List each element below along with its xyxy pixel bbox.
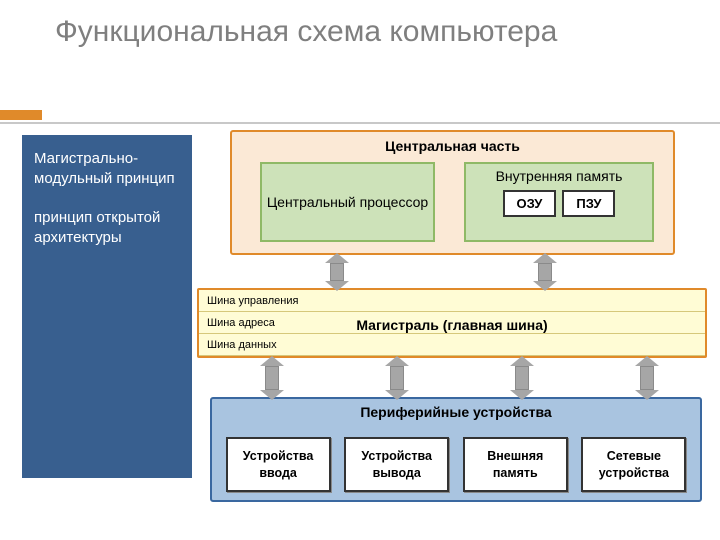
double-arrow-icon [635, 356, 659, 400]
double-arrow-icon [533, 253, 557, 291]
side-text-1: Магистрально-модульный принцип [34, 149, 180, 190]
double-arrow-icon [385, 356, 409, 400]
double-arrow-icon [325, 253, 349, 291]
periph-input: Устройства ввода [226, 437, 331, 492]
peripherals-title: Периферийные устройства [212, 399, 700, 420]
peripherals-block: Периферийные устройства Устройства ввода… [210, 397, 702, 502]
slide-title: Функциональная схема компьютера [55, 14, 557, 50]
periph-output: Устройства вывода [344, 437, 449, 492]
internal-memory-title: Внутренняя память [472, 168, 646, 184]
side-text-2: принцип открытой архитектуры [34, 208, 180, 249]
double-arrow-icon [510, 356, 534, 400]
title-accent [0, 110, 42, 120]
double-arrow-icon [260, 356, 284, 400]
bus-row-data: Шина данных [199, 334, 705, 356]
central-part: Центральная часть Центральный процессор … [230, 130, 675, 255]
central-title: Центральная часть [232, 138, 673, 154]
bus-row-address: Шина адреса [199, 312, 705, 334]
bus-block: Шина управления Шина адреса Шина данных … [197, 288, 707, 358]
cpu-box: Центральный процессор [260, 162, 435, 242]
ram-box: ОЗУ [503, 190, 557, 217]
bus-row-control: Шина управления [199, 290, 705, 312]
title-divider [0, 122, 720, 124]
internal-memory-box: Внутренняя память ОЗУ ПЗУ [464, 162, 654, 242]
periph-network: Сетевые устройства [581, 437, 686, 492]
rom-box: ПЗУ [562, 190, 615, 217]
diagram-area: Центральная часть Центральный процессор … [195, 125, 715, 520]
side-panel: Магистрально-модульный принцип принцип о… [22, 135, 192, 478]
periph-extmem: Внешняя память [463, 437, 568, 492]
